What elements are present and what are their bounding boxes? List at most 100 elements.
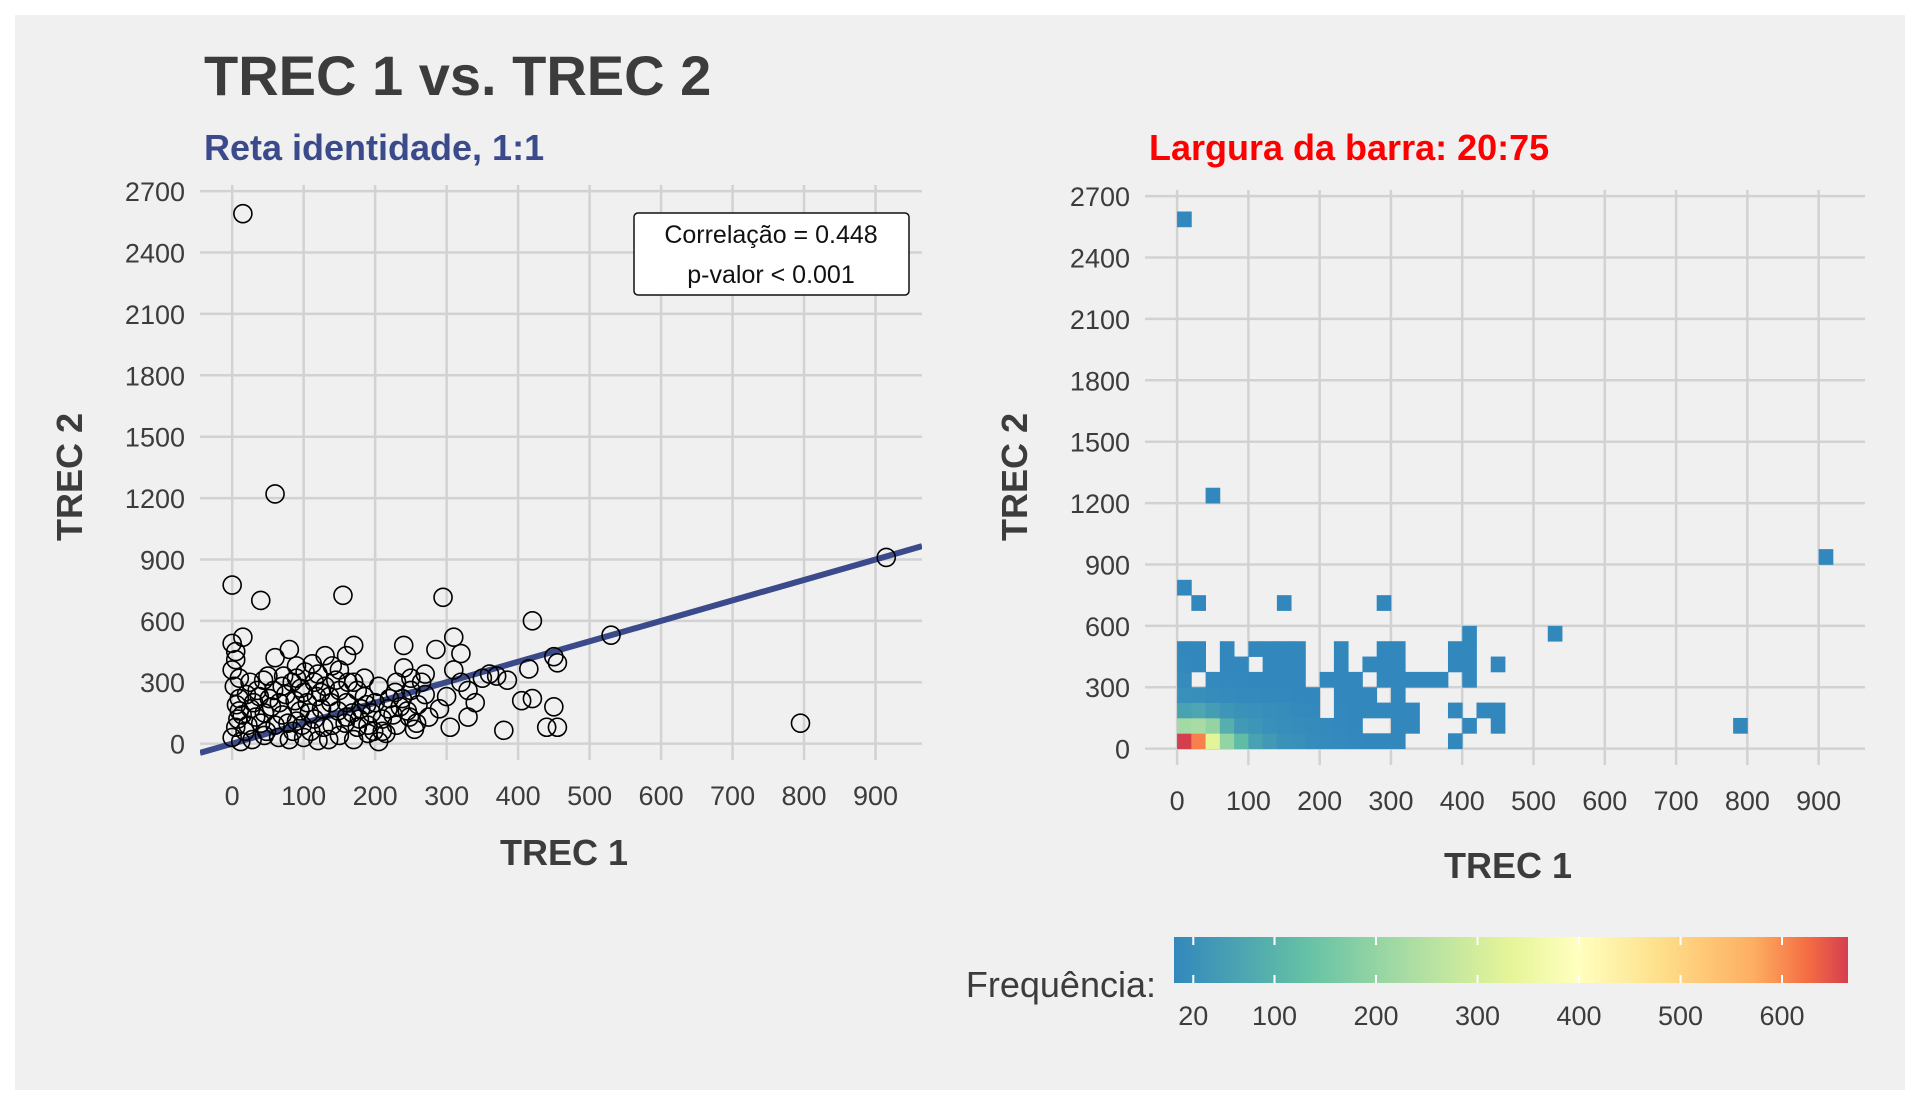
heatmap-cell	[1390, 671, 1406, 688]
x-tick-label: 600	[639, 781, 684, 811]
scatter-point	[328, 701, 348, 721]
heatmap-cell	[1262, 687, 1278, 703]
heatmap-cell	[1390, 641, 1406, 657]
x-tick-label: 100	[1226, 786, 1271, 816]
heatmap-cell	[1462, 625, 1477, 642]
scatter-point	[233, 203, 253, 224]
scatter-point	[322, 715, 343, 736]
heatmap-cell	[1248, 641, 1264, 657]
heatmap-cell	[1390, 656, 1406, 673]
y-tick-label: 1800	[1070, 366, 1130, 396]
y-tick-label: 2400	[1070, 244, 1130, 274]
scatter-point	[544, 696, 564, 717]
scatter-point	[343, 635, 364, 656]
heatmap-cell	[1248, 687, 1264, 703]
scatter-point	[338, 672, 358, 693]
scatter-point	[333, 585, 353, 606]
heatmap-cell	[1248, 733, 1264, 750]
legend-tick-label: 400	[1556, 1001, 1601, 1031]
scatter-point	[601, 625, 621, 645]
heatmap-cell	[1234, 717, 1249, 734]
y-tick-label: 2700	[125, 177, 185, 207]
scatter-point	[253, 670, 274, 690]
y-tick-label: 0	[170, 730, 185, 760]
heatmap-cell	[1205, 733, 1221, 750]
scatter-point	[292, 715, 313, 736]
heatmap-cell	[1191, 656, 1206, 673]
y-tick-label: 1500	[125, 423, 185, 453]
x-tick-label: 0	[1170, 786, 1185, 816]
heatmap-cell	[1205, 687, 1221, 703]
x-tick-label: 800	[1725, 786, 1770, 816]
scatter-point	[319, 686, 340, 707]
scatter-point	[379, 688, 400, 709]
scatter-point	[225, 641, 246, 662]
x-tick-label: 200	[1297, 786, 1342, 816]
scatter-point	[440, 717, 460, 738]
heatmap-cell	[1476, 702, 1492, 719]
scatter-point	[393, 635, 414, 656]
scatter-point	[256, 721, 277, 742]
p-value-text: p-valor < 0.001	[687, 261, 854, 289]
scatter-point	[401, 668, 421, 688]
scatter-point	[436, 686, 457, 707]
scatter-point	[233, 627, 253, 648]
x-tick-label: 400	[496, 781, 541, 811]
correlation-annotation: Correlação = 0.448 p-valor < 0.001	[633, 212, 910, 296]
heatmap-cell	[1276, 733, 1292, 750]
heatmap-cell	[1362, 656, 1378, 673]
heatmap-cell	[1291, 702, 1306, 719]
scatter-x-axis-label: TREC 1	[500, 832, 628, 873]
legend-title: Frequência:	[966, 964, 1156, 1005]
y-tick-label: 300	[140, 668, 185, 698]
scatter-point	[279, 639, 300, 660]
heatmap-cell	[1348, 687, 1363, 703]
heatmap-cell	[1333, 702, 1349, 719]
heatmap-cell	[1219, 687, 1235, 703]
scatter-point	[363, 721, 384, 742]
heatmap-cell	[1462, 671, 1477, 688]
heatmap-cell	[1291, 656, 1306, 673]
scatter-point	[415, 684, 435, 705]
heatmap-cell	[1291, 687, 1306, 703]
figure-panel	[15, 15, 1905, 1090]
heatmap-cell	[1348, 717, 1363, 734]
scatter-point	[311, 682, 331, 703]
legend-colorbar	[1174, 937, 1848, 983]
heatmap-cell	[1177, 702, 1192, 719]
heatmap-cell	[1376, 641, 1392, 657]
heatmap-cell	[1447, 641, 1463, 657]
scatter-point	[318, 729, 339, 750]
scatter-subtitle: Reta identidade, 1:1	[204, 127, 544, 168]
heatmap-y-axis-label: TREC 2	[994, 413, 1035, 541]
y-tick-label: 1500	[1070, 428, 1130, 458]
scatter-x-ticks: 0 100 200 300 400 500 600 700 800 900	[225, 781, 898, 811]
heatmap-cell	[1177, 641, 1192, 657]
scatter-point	[308, 730, 328, 751]
scatter-point	[486, 666, 507, 686]
heatmap-cell	[1276, 671, 1292, 688]
y-tick-label: 900	[140, 545, 185, 575]
y-tick-label: 600	[140, 607, 185, 637]
heatmap-cell	[1291, 733, 1306, 750]
scatter-point	[313, 717, 334, 738]
heatmap-cell	[1333, 717, 1349, 734]
heatmap-cell	[1219, 733, 1235, 750]
heatmap-cell	[1319, 671, 1335, 688]
scatter-point	[392, 688, 413, 709]
y-tick-label: 900	[1085, 550, 1130, 580]
heatmap-cell	[1462, 641, 1477, 657]
scatter-point	[343, 729, 364, 750]
scatter-y-ticks: 0 300 600 900 1200 1500 1800 2100 2400 2700	[125, 177, 185, 759]
scatter-point	[372, 721, 393, 742]
heatmap-cell	[1205, 702, 1221, 719]
scatter-point	[302, 654, 323, 674]
scatter-point	[222, 633, 242, 654]
scatter-point	[790, 713, 811, 733]
y-tick-label: 2100	[1070, 305, 1130, 335]
heatmap-cell	[1447, 656, 1463, 673]
heatmap-y-ticks: 0 300 600 900 1200 1500 1800 2100 2400 2700	[1070, 182, 1130, 764]
scatter-point	[225, 649, 246, 670]
y-tick-label: 300	[1085, 673, 1130, 703]
scatter-point	[356, 694, 377, 715]
